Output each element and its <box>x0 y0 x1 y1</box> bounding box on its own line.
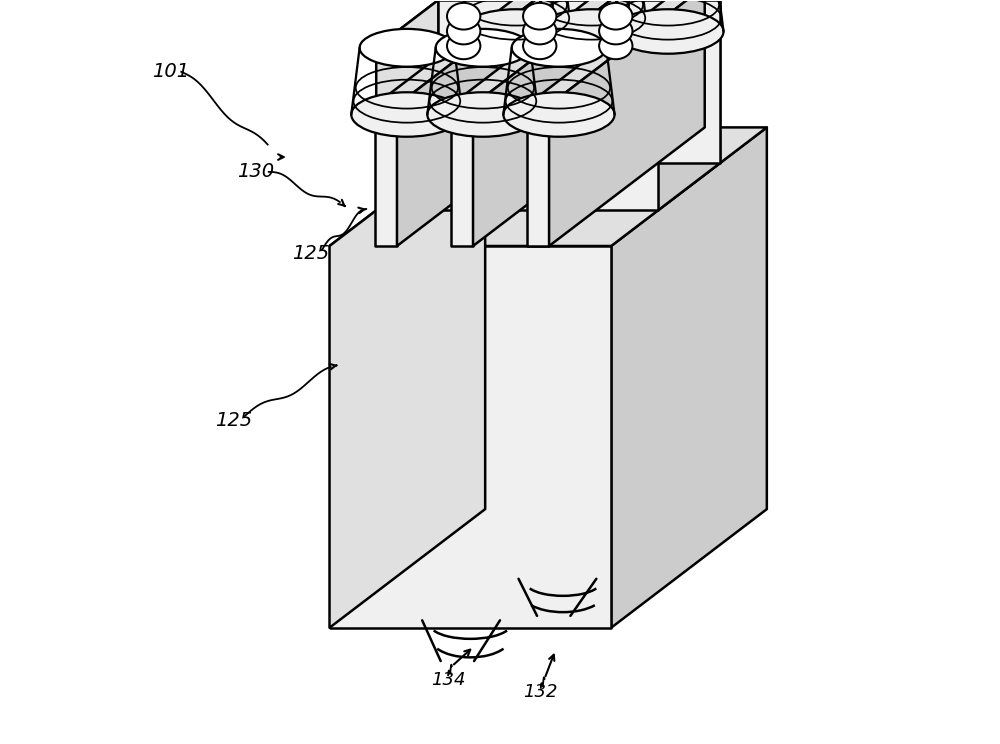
Text: 125: 125 <box>292 244 330 263</box>
Ellipse shape <box>512 29 606 67</box>
Polygon shape <box>330 127 767 246</box>
Polygon shape <box>376 0 438 211</box>
Polygon shape <box>376 0 720 48</box>
Polygon shape <box>611 127 767 628</box>
Polygon shape <box>451 105 473 246</box>
Ellipse shape <box>447 3 480 30</box>
Polygon shape <box>375 105 397 246</box>
Ellipse shape <box>523 18 556 45</box>
Ellipse shape <box>536 9 647 54</box>
Text: 120: 120 <box>498 23 532 62</box>
Text: 150: 150 <box>598 34 632 73</box>
Ellipse shape <box>447 33 480 60</box>
Text: 101: 101 <box>152 62 189 81</box>
Text: 110: 110 <box>657 43 691 81</box>
Ellipse shape <box>360 29 454 67</box>
Ellipse shape <box>447 18 480 45</box>
Text: 160: 160 <box>401 34 436 73</box>
Polygon shape <box>473 0 629 246</box>
Text: 120B: 120B <box>446 14 487 62</box>
Text: 120A: 120A <box>546 22 588 70</box>
Polygon shape <box>527 105 549 246</box>
Polygon shape <box>527 0 705 105</box>
Text: 134: 134 <box>431 670 465 689</box>
Text: 132: 132 <box>524 683 558 701</box>
Polygon shape <box>658 0 720 211</box>
Polygon shape <box>451 0 629 105</box>
Polygon shape <box>438 0 720 163</box>
Text: 130: 130 <box>237 162 274 182</box>
Ellipse shape <box>460 9 571 54</box>
Ellipse shape <box>599 3 632 30</box>
Polygon shape <box>397 0 553 246</box>
Polygon shape <box>330 246 611 628</box>
Ellipse shape <box>523 33 556 60</box>
Polygon shape <box>549 0 705 246</box>
Ellipse shape <box>599 33 632 60</box>
Ellipse shape <box>523 3 556 30</box>
Text: 125: 125 <box>215 411 252 430</box>
Ellipse shape <box>427 92 539 137</box>
Polygon shape <box>330 127 485 628</box>
Ellipse shape <box>436 29 530 67</box>
Ellipse shape <box>351 92 462 137</box>
Polygon shape <box>376 48 658 211</box>
Ellipse shape <box>599 18 632 45</box>
Polygon shape <box>375 0 553 105</box>
Ellipse shape <box>612 9 724 54</box>
Ellipse shape <box>503 92 615 137</box>
